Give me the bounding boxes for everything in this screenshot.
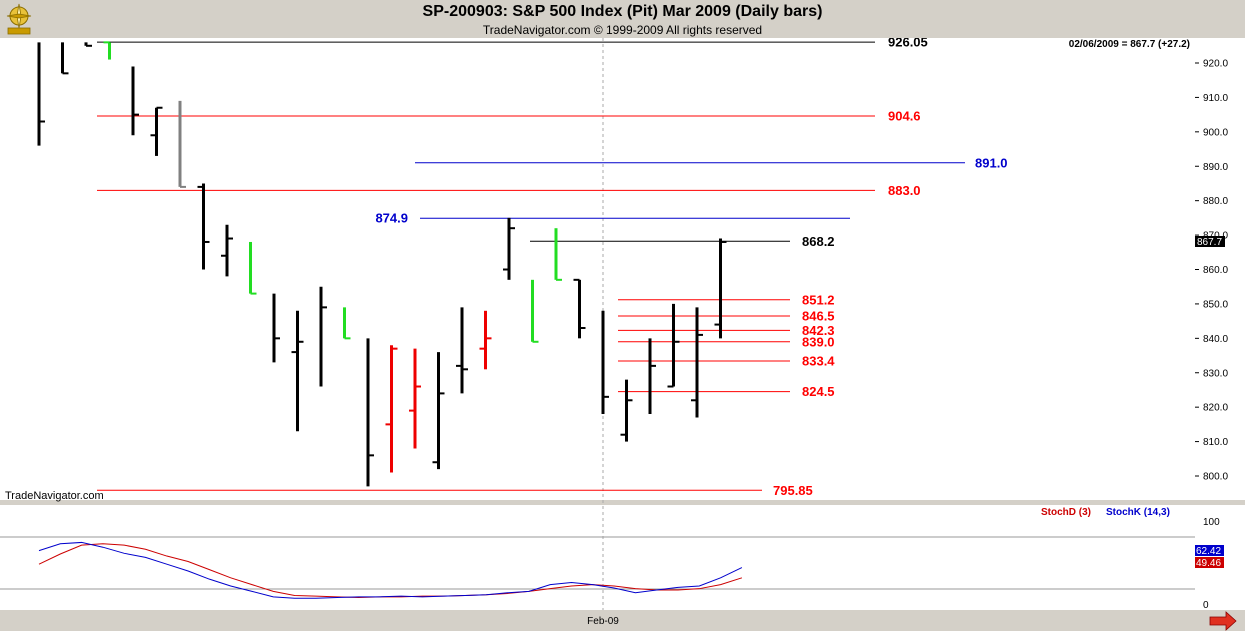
- level-label: 868.2: [802, 234, 835, 249]
- price-y-tick-label: 800.0: [1203, 472, 1228, 483]
- price-bar: [479, 310, 492, 370]
- stoch-k-value: 62.42: [1196, 546, 1221, 557]
- stoch-d-legend: StochD (3): [1041, 507, 1091, 518]
- price-bar: [84, 42, 92, 47]
- price-bar: [601, 310, 609, 415]
- price-bar: [503, 217, 515, 280]
- price-bar: [648, 338, 656, 415]
- price-y-tick-label: 890.0: [1203, 162, 1228, 173]
- price-bar: [573, 278, 586, 339]
- x-axis-tick-label: Feb-09: [587, 616, 619, 627]
- price-bar: [319, 286, 327, 387]
- price-y-tick-label: 830.0: [1203, 368, 1228, 379]
- price-bar: [667, 303, 680, 388]
- level-label: 851.2: [802, 292, 835, 307]
- stoch-tick-100: 100: [1203, 517, 1220, 528]
- price-panel: [0, 38, 1195, 500]
- level-label: 891.0: [975, 155, 1008, 170]
- current-price-tag: [1195, 236, 1225, 247]
- x-axis-strip: [0, 610, 1245, 631]
- price-bar: [620, 379, 633, 442]
- scroll-right-arrow-icon[interactable]: [1209, 611, 1237, 631]
- price-bar: [37, 42, 45, 146]
- price-levels: 926.05 904.6 891.0 883.0 874.9 868.2 851.2846.…: [97, 38, 1008, 498]
- price-y-tick-label: 860.0: [1203, 265, 1228, 276]
- price-y-tick-label: 840.0: [1203, 334, 1228, 345]
- current-price-label: 867.7: [1197, 237, 1222, 248]
- level-label: 846.5: [802, 308, 835, 323]
- level-label: 874.9: [375, 211, 408, 226]
- level-label: 926.05: [888, 38, 928, 50]
- level-label: 795.85: [773, 483, 813, 498]
- level-label: 842.3: [802, 323, 835, 338]
- price-bar: [554, 228, 562, 281]
- last-bar-info: 02/06/2009 = 867.7 (+27.2): [1069, 39, 1190, 50]
- level-label: 904.6: [888, 109, 921, 124]
- price-bar: [103, 41, 111, 60]
- price-bar: [366, 338, 374, 487]
- price-bar: [385, 345, 398, 473]
- price-bar: [150, 106, 163, 156]
- watermark-text: TradeNavigator.com: [5, 490, 104, 502]
- chart-area: 926.05 904.6 891.0 883.0 874.9 868.2 851.2846.…: [0, 38, 1245, 631]
- chart-header: SP-200903: S&P 500 Index (Pit) Mar 2009 …: [0, 0, 1245, 38]
- price-bar: [409, 348, 421, 449]
- price-y-ticks: 920.0910.0900.0890.0880.0870.0860.0850.0…: [1195, 59, 1228, 483]
- price-y-tick-label: 850.0: [1203, 299, 1228, 310]
- price-bar: [691, 307, 703, 418]
- stoch-k-legend: StochK (14,3): [1106, 507, 1170, 518]
- price-bar: [178, 100, 186, 188]
- stoch-d-value: 49.46: [1196, 558, 1221, 569]
- level-label: 833.4: [802, 354, 835, 369]
- price-bar: [456, 307, 468, 394]
- compass-logo-icon: [6, 3, 32, 35]
- price-bar: [131, 66, 139, 136]
- price-bar: [61, 42, 69, 75]
- ohlc-bars: [37, 41, 727, 487]
- stoch-tick-0: 0: [1203, 600, 1209, 611]
- price-bar: [714, 238, 727, 339]
- chart-title: SP-200903: S&P 500 Index (Pit) Mar 2009 …: [422, 3, 823, 20]
- price-y-tick-label: 920.0: [1203, 59, 1228, 70]
- level-label: 839.0: [802, 334, 835, 349]
- price-axis: [1195, 38, 1245, 500]
- level-label: 883.0: [888, 183, 921, 198]
- price-bar: [291, 310, 304, 432]
- price-bar: [272, 293, 280, 363]
- price-y-tick-label: 910.0: [1203, 93, 1228, 104]
- price-y-tick-label: 810.0: [1203, 437, 1228, 448]
- price-y-tick-label: 880.0: [1203, 196, 1228, 207]
- stoch-k-line: [38, 541, 743, 599]
- chart-subtitle: TradeNavigator.com © 1999-2009 All right…: [482, 23, 763, 37]
- price-bar: [432, 352, 445, 470]
- stoch-k-value-tag: [1195, 545, 1224, 556]
- level-label: 824.5: [802, 384, 835, 399]
- price-bar: [249, 241, 257, 295]
- stoch-d-value-tag: [1195, 557, 1224, 568]
- price-bar: [531, 279, 539, 343]
- price-bar: [221, 224, 233, 277]
- price-y-tick-label: 820.0: [1203, 403, 1228, 414]
- price-bar: [197, 183, 210, 270]
- stoch-panel: [0, 505, 1195, 610]
- price-y-tick-label: 900.0: [1203, 127, 1228, 138]
- price-bar: [343, 307, 351, 340]
